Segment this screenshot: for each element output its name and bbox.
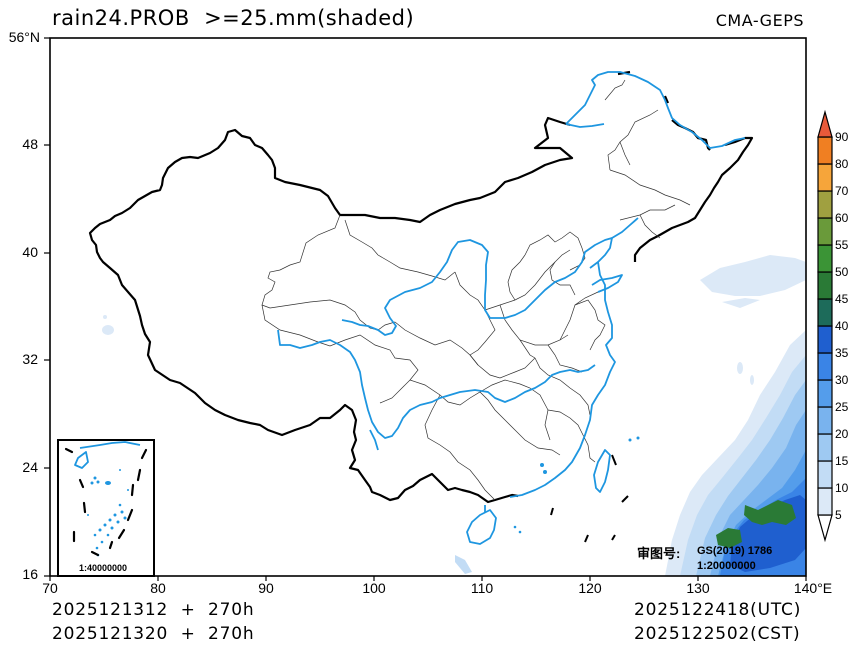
- y-tick-48: 48: [22, 136, 38, 152]
- colorbar-label-15: 15: [835, 454, 849, 468]
- colorbar-label-30: 30: [835, 373, 849, 387]
- x-tick-90: 90: [258, 580, 274, 596]
- south-china-sea-inset: [57, 439, 155, 577]
- colorbar-label-20: 20: [835, 427, 849, 441]
- colorbar-label-55: 55: [835, 238, 849, 252]
- review-number-label: 审图号:: [637, 546, 681, 561]
- y-tick-56: 56°N: [8, 29, 40, 45]
- x-tick-70: 70: [42, 580, 58, 596]
- colorbar-label-25: 25: [835, 400, 849, 414]
- x-tick-140: 140°E: [793, 580, 833, 596]
- chart-title: rain24.PROB >=25.mm(shaded): [52, 6, 415, 30]
- colorbar-label-50: 50: [835, 265, 849, 279]
- colorbar-label-10: 10: [835, 481, 849, 495]
- colorbar-label-35: 35: [835, 346, 849, 360]
- colorbar-label-40: 40: [835, 319, 849, 333]
- plot-frame: [49, 37, 807, 577]
- x-tick-130: 130: [686, 580, 710, 596]
- colorbar-label-60: 60: [835, 211, 849, 225]
- y-tick-32: 32: [22, 351, 38, 367]
- y-tick-40: 40: [22, 244, 38, 260]
- y-tick-16: 16: [22, 566, 38, 582]
- colorbar: [817, 109, 833, 543]
- main-map-scale: 1:20000000: [697, 560, 756, 572]
- init-time-utc: 2025121312 + 270h: [52, 600, 255, 620]
- rivers-coastline: [74, 71, 746, 545]
- province-borders: [261, 79, 691, 501]
- axis-ticks: [44, 37, 807, 581]
- review-number-value: GS(2019) 1786: [697, 545, 773, 557]
- colorbar-label-90: 90: [835, 130, 849, 144]
- islands: [87, 436, 640, 557]
- valid-time-cst: 2025122502(CST): [634, 624, 801, 644]
- x-tick-100: 100: [362, 580, 386, 596]
- colorbar-label-70: 70: [835, 184, 849, 198]
- probability-shading: [102, 255, 806, 576]
- national-border: [88, 70, 754, 543]
- init-time-cst: 2025121320 + 270h: [52, 624, 255, 644]
- x-tick-80: 80: [150, 580, 166, 596]
- inset-map-scale: 1:40000000: [79, 563, 128, 573]
- x-tick-120: 120: [578, 580, 602, 596]
- x-tick-110: 110: [470, 580, 494, 596]
- colorbar-label-45: 45: [835, 292, 849, 306]
- valid-time-utc: 2025122418(UTC): [634, 600, 802, 620]
- colorbar-label-80: 80: [835, 157, 849, 171]
- colorbar-label-5: 5: [835, 508, 842, 522]
- model-name: CMA-GEPS: [715, 11, 804, 30]
- y-tick-24: 24: [22, 459, 38, 475]
